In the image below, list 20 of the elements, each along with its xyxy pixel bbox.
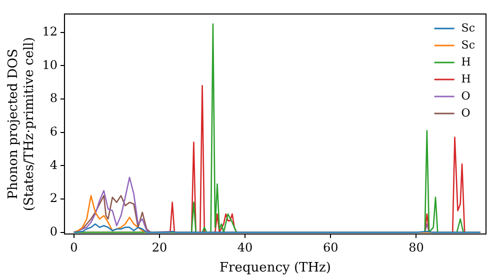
- legend-label: Sc: [461, 21, 476, 34]
- x-tick-label: 60: [323, 240, 338, 254]
- legend-label: H: [461, 72, 471, 86]
- legend-label: H: [461, 55, 471, 68]
- y-tick-label: 10: [42, 58, 58, 72]
- y-tick-label: 4: [50, 158, 58, 172]
- y-tick-label: 2: [50, 191, 58, 206]
- legend-label: Sc: [461, 38, 476, 52]
- y-tick-label: 12: [42, 24, 58, 38]
- y-tick-label: 6: [50, 124, 58, 138]
- x-tick-label: 0: [70, 240, 78, 254]
- y-tick-label: 0: [50, 224, 58, 238]
- y-axis-title: Phonon projected DOS (States/THz·primitive cell): [6, 36, 37, 212]
- x-tick-label: 80: [408, 240, 424, 254]
- legend-label: O: [461, 106, 470, 120]
- x-tick-label: 20: [152, 240, 168, 254]
- x-tick-label: 40: [237, 240, 253, 254]
- y-tick-label: 8: [50, 91, 58, 106]
- legend-label: O: [461, 89, 470, 102]
- x-axis-title: Frequency (THz): [220, 260, 331, 276]
